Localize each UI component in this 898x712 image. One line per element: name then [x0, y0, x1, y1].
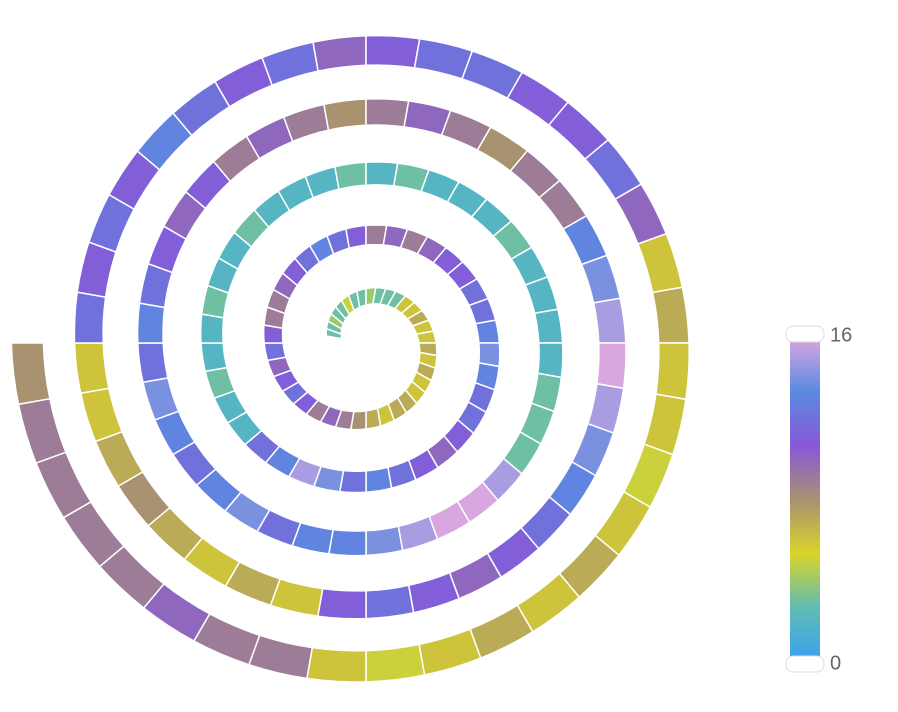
- spiral-cell: [79, 387, 124, 443]
- spiral-cell: [636, 232, 684, 294]
- spiral-cell: [312, 34, 367, 72]
- spiral-cell: [73, 291, 107, 344]
- spiral-cell: [137, 342, 169, 384]
- visual-map-handle[interactable]: [785, 325, 825, 343]
- spiral-cell: [407, 571, 461, 614]
- spiral-cell: [655, 342, 690, 401]
- spiral-cell: [365, 161, 399, 187]
- spiral-cell: [365, 98, 410, 128]
- spiral-cell: [338, 469, 367, 494]
- spiral-cell: [418, 628, 482, 676]
- spiral-cell: [365, 584, 415, 620]
- spiral-cell: [10, 342, 51, 406]
- spiral-cell: [397, 515, 439, 552]
- spiral-cell: [533, 308, 564, 344]
- spiral-cell: [580, 254, 622, 304]
- spiral-cell: [199, 313, 225, 344]
- visual-map-handle[interactable]: [785, 655, 825, 673]
- spiral-cell: [73, 342, 110, 395]
- visual-map-bar: [790, 338, 820, 662]
- spiral-cell: [261, 41, 319, 87]
- spiral-cell: [365, 466, 393, 494]
- spiral-cell: [327, 528, 367, 557]
- spiral-cell: [365, 407, 382, 430]
- visual-map-max-label: 16: [830, 324, 852, 346]
- spiral-cell: [365, 34, 421, 69]
- spiral-cell: [247, 634, 314, 680]
- spiral-cell: [651, 286, 690, 344]
- spiral-cell: [365, 643, 426, 683]
- spiral-cell: [136, 302, 166, 344]
- spiral-cell: [592, 297, 627, 344]
- spiral-cell: [365, 525, 404, 557]
- spiral-cell: [316, 587, 367, 620]
- spiral-cell: [142, 377, 180, 421]
- spiral-cell: [643, 393, 687, 456]
- spiral-cell: [306, 646, 367, 683]
- spiral-cell: [334, 161, 367, 191]
- visual-map-min-label: 0: [830, 652, 841, 674]
- spiral: [10, 34, 690, 683]
- spiral-cell: [282, 103, 330, 143]
- spiral-cell: [536, 342, 564, 379]
- spiral-cell: [200, 342, 228, 373]
- spiral-cell: [263, 342, 287, 362]
- spiral-cell: [17, 397, 67, 465]
- spiral-cell: [345, 224, 367, 250]
- spiral-cell: [596, 342, 627, 390]
- spiral-cell: [415, 330, 438, 344]
- spiral-cell: [323, 98, 367, 132]
- spiral-cell: [474, 319, 501, 344]
